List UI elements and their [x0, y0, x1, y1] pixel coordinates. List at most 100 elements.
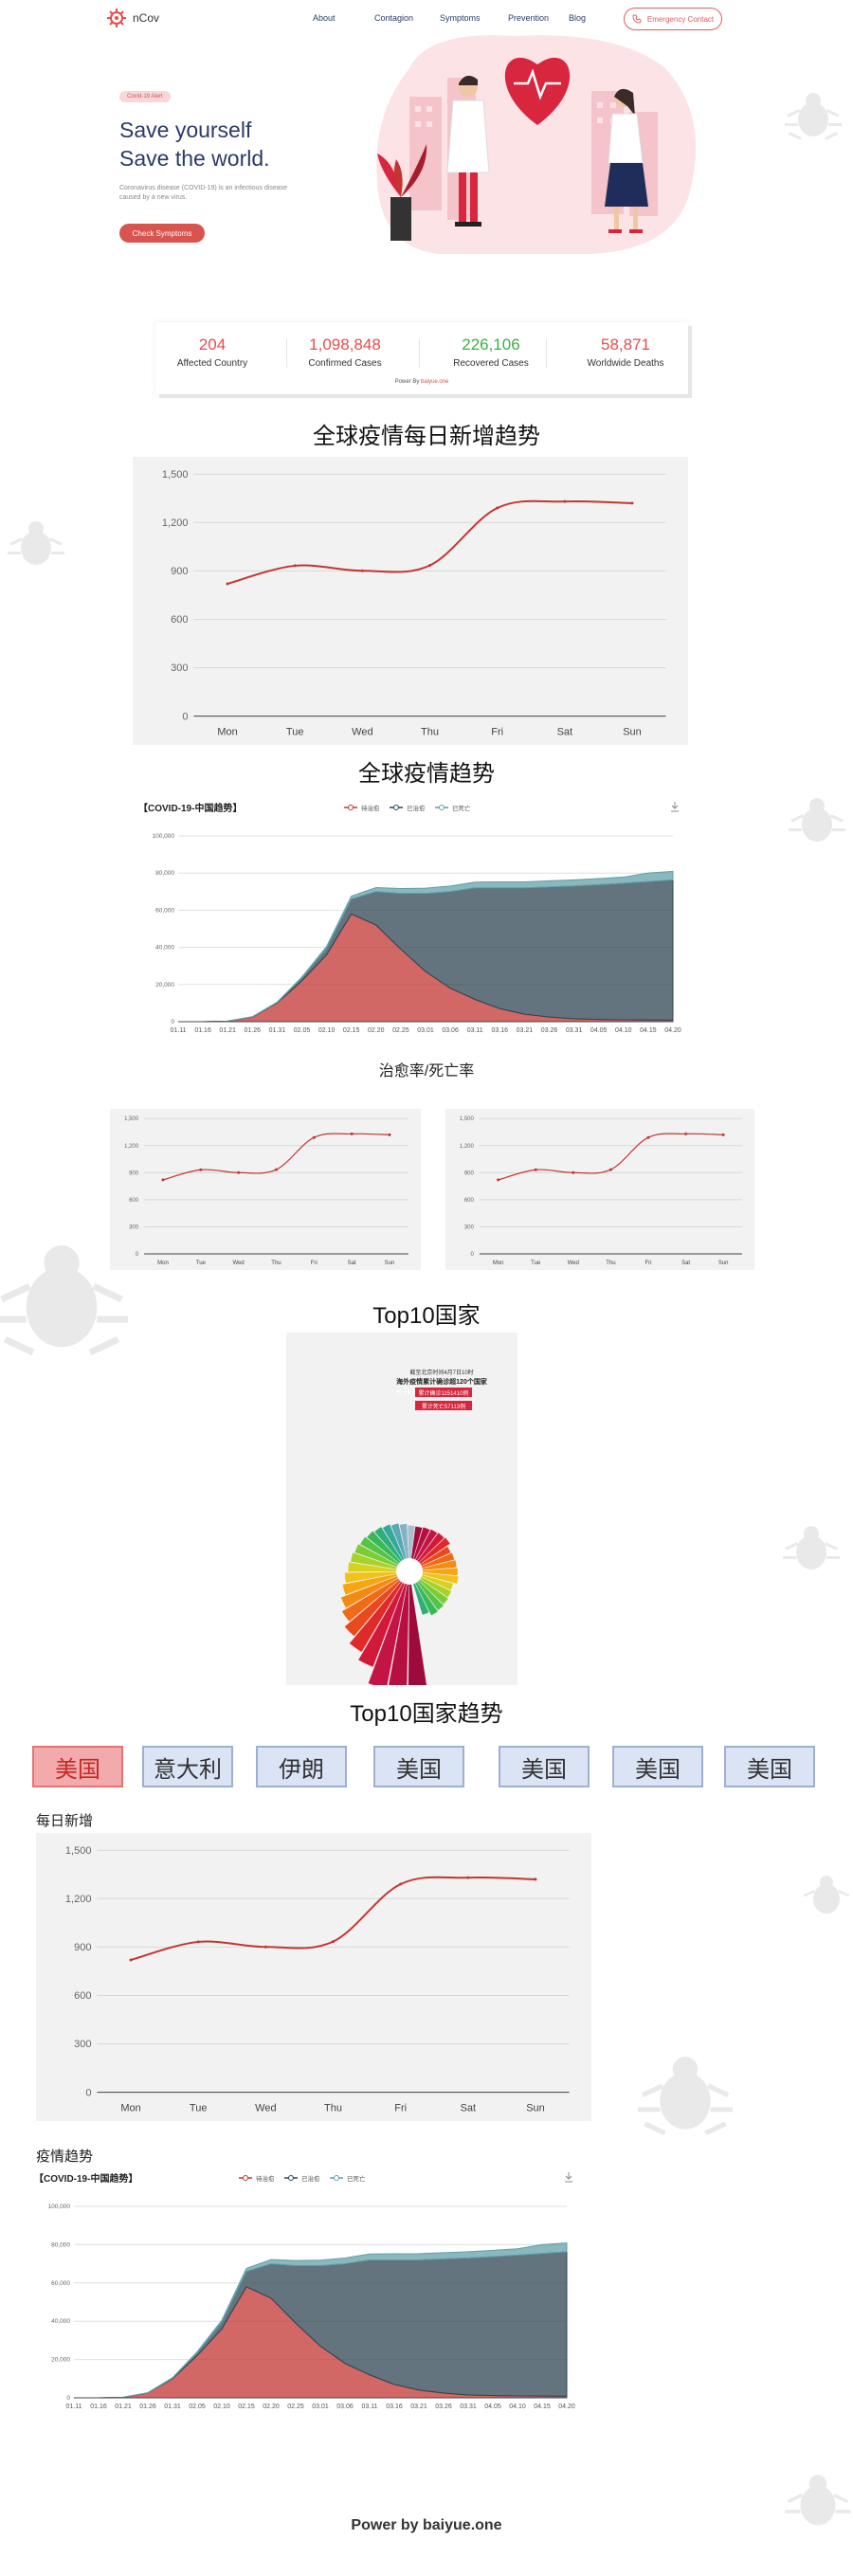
x-tick-label: Tue — [531, 1261, 541, 1266]
stat-deaths-label: Worldwide Deaths — [587, 358, 664, 369]
stat-divider — [286, 339, 287, 368]
rose-petal — [354, 1543, 410, 1572]
legend-marker — [439, 805, 445, 810]
y-tick-label: 1,200 — [65, 1894, 92, 1905]
data-point — [721, 1133, 725, 1136]
bug-icon — [8, 521, 64, 565]
doctors-illustration — [376, 35, 697, 254]
x-tick-label: Wed — [352, 726, 372, 737]
hero-title: Save yourself Save the world. — [119, 116, 270, 172]
x-tick-label: 01.21 — [115, 2404, 132, 2410]
x-tick-label: 03.06 — [336, 2404, 354, 2410]
country-button-1[interactable]: 美国 — [32, 1746, 123, 1787]
bug-icon — [785, 2475, 851, 2526]
y-tick-label: 100,000 — [48, 2204, 71, 2210]
country-button-7[interactable]: 美国 — [724, 1746, 815, 1787]
powered-by-link[interactable]: baiyue.one — [420, 379, 449, 385]
x-tick-label: 02.15 — [238, 2404, 255, 2410]
country-button-6[interactable]: 美国 — [612, 1746, 703, 1787]
x-tick-label: 01.31 — [164, 2404, 181, 2410]
data-point — [630, 501, 634, 505]
y-tick-label: 0 — [85, 2087, 91, 2098]
x-tick-label: 03.11 — [362, 2404, 378, 2410]
country-button-2[interactable]: 意大利 — [142, 1746, 233, 1787]
y-tick-label: 900 — [171, 566, 188, 577]
global-stats-card: 204 Affected Country 1,098,848 Confirmed… — [155, 322, 688, 394]
stat-affected-country: 204 Affected Country — [155, 336, 269, 369]
x-tick-label: 04.20 — [558, 2404, 575, 2410]
x-tick-label: 03.31 — [460, 2404, 477, 2410]
death-rate-chart: 0 300 600 900 1,200 1,500 Mon Tue Wed Thu Fri Sat Su… — [445, 1109, 754, 1270]
nav-link-prevention[interactable]: Prevention — [508, 13, 550, 23]
x-tick-label: Tue — [286, 726, 304, 737]
virus-icon — [107, 9, 126, 27]
x-tick-label: 02.05 — [189, 2404, 206, 2410]
rose-stat1-bg — [415, 1388, 472, 1397]
legend-label: 已治愈 — [407, 804, 426, 812]
x-tick-label: Sat — [557, 726, 573, 737]
stats-powered-by: Power By baiyue.one — [155, 379, 688, 385]
rose-petal — [341, 1570, 410, 1623]
daily-trend-title: 全球疫情每日新增趋势 — [313, 424, 540, 449]
y-tick-label: 900 — [74, 1942, 91, 1953]
global-trend-title: 全球疫情趋势 — [358, 761, 495, 787]
brand-name: nCov — [133, 11, 160, 25]
nav-link-symptoms[interactable]: Symptoms — [440, 13, 481, 23]
legend-label: 待治愈 — [361, 804, 380, 812]
data-point — [293, 564, 297, 568]
x-tick-label: 02.10 — [318, 1027, 336, 1034]
rose-petal — [366, 1531, 410, 1572]
data-point — [534, 1168, 537, 1171]
nav-link-blog[interactable]: Blog — [569, 13, 587, 23]
powered-by-prefix: Power By — [394, 379, 421, 385]
x-tick-label: Wed — [255, 2102, 276, 2113]
brand-logo[interactable]: nCov — [106, 8, 159, 28]
x-tick-label: 04.20 — [664, 1027, 681, 1034]
y-tick-label: 600 — [129, 1198, 139, 1204]
x-tick-label: Thu — [324, 2102, 342, 2113]
x-tick-label: Fri — [311, 1261, 318, 1266]
x-tick-label: 01.16 — [90, 2404, 107, 2410]
data-point — [161, 1178, 165, 1182]
data-point — [563, 499, 567, 503]
country-button-4[interactable]: 美国 — [373, 1746, 464, 1787]
emergency-contact-button[interactable]: Emergency Contact — [624, 8, 722, 30]
y-tick-label: 300 — [171, 662, 188, 674]
rose-petal — [368, 1570, 410, 1685]
x-tick-label: 03.26 — [435, 2404, 452, 2410]
x-tick-label: 01.16 — [194, 1027, 211, 1034]
data-point — [312, 1135, 316, 1139]
hero-title-line1: Save yourself — [119, 118, 252, 142]
y-tick-label: 1,200 — [460, 1144, 475, 1150]
nav-link-contagion[interactable]: Contagion — [374, 13, 414, 23]
data-point — [608, 1168, 612, 1171]
rose-stat2: 累计死亡57113例 — [422, 1403, 465, 1410]
data-point — [572, 1170, 575, 1174]
data-point — [199, 1168, 203, 1171]
x-tick-label: Sat — [461, 2102, 477, 2113]
y-tick-label: 600 — [464, 1198, 475, 1204]
rose-subtitle: 海外疫情累计确诊超120个国家 — [396, 1377, 488, 1386]
data-point — [388, 1133, 391, 1136]
nav-link-about[interactable]: About — [313, 13, 336, 23]
rose-petal — [344, 1570, 410, 1584]
y-tick-label: 40,000 — [155, 945, 174, 952]
stat-confirmed-value: 1,098,848 — [309, 336, 381, 354]
x-tick-label: 03.06 — [442, 1027, 459, 1034]
data-point — [360, 569, 364, 572]
country-button-5[interactable]: 美国 — [499, 1746, 590, 1787]
country-button-3[interactable]: 伊朗 — [256, 1746, 347, 1787]
check-symptoms-button[interactable]: Check Symptoms — [119, 224, 205, 243]
rose-petal — [359, 1536, 410, 1572]
country-daily-chart: 0 300 600 900 1,200 1,500 Mon Tue Wed Thu Fri Sat Su… — [36, 1833, 591, 2121]
x-tick-label: Wed — [568, 1261, 579, 1266]
x-tick-label: Sun — [718, 1261, 729, 1266]
x-tick-label: 02.15 — [343, 1027, 360, 1034]
y-tick-label: 20,000 — [51, 2357, 70, 2364]
legend-label: 已治愈 — [301, 2174, 320, 2183]
y-tick-label: 100,000 — [153, 833, 175, 840]
y-tick-label: 600 — [171, 614, 188, 626]
stat-deaths-value: 58,871 — [601, 336, 650, 354]
stat-recovered-label: Recovered Cases — [453, 358, 529, 369]
x-tick-label: 01.31 — [269, 1027, 286, 1034]
